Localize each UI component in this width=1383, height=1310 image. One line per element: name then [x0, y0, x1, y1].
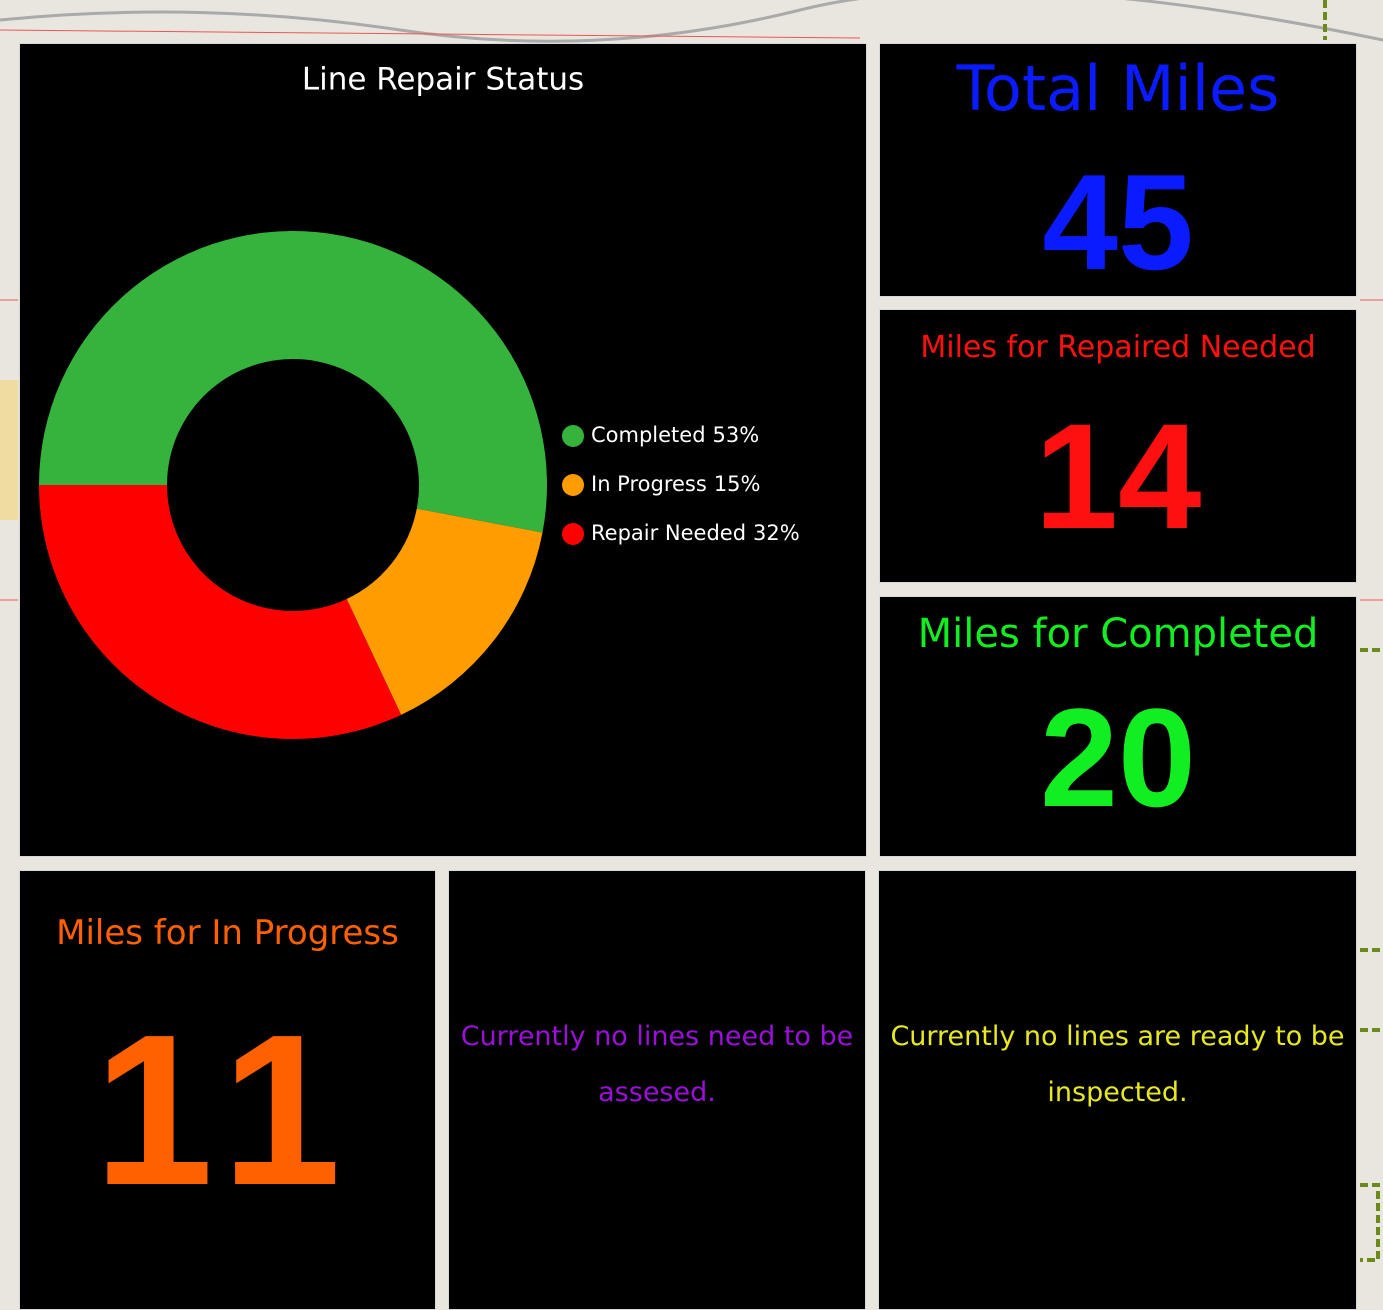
indicator-panel: Miles for In Progress 11 [19, 870, 436, 1310]
legend-swatch [562, 425, 584, 447]
indicator-value: 45 [1042, 146, 1194, 297]
legend-label: In Progress 15% [591, 472, 761, 496]
donut-segment [39, 231, 547, 533]
legend-value: 32% [753, 521, 800, 545]
legend-swatch [562, 474, 584, 496]
legend-value: 15% [714, 472, 761, 496]
legend-label: Completed 53% [591, 423, 759, 447]
legend-category: Repair Needed [591, 521, 746, 545]
legend-label: Repair Needed 32% [591, 521, 800, 545]
indicator-title: Miles for Completed [917, 611, 1319, 657]
note-panel: Currently no lines are ready to be inspe… [878, 870, 1357, 1310]
legend-category: Completed [591, 423, 706, 447]
note-text: Currently no lines need to be assesed. [460, 1021, 854, 1108]
chart-title: Line Repair Status [302, 62, 584, 98]
legend-swatch [562, 523, 584, 545]
indicator-panel: Miles for Repaired Needed 14 [879, 309, 1357, 583]
indicator-title: Total Miles [956, 52, 1280, 125]
legend-category: In Progress [591, 472, 707, 496]
legend-value: 53% [713, 423, 760, 447]
indicator-value: 20 [1040, 679, 1196, 836]
note-text: Currently no lines are ready to be inspe… [890, 1021, 1345, 1108]
indicator-panel: Miles for Completed 20 [879, 596, 1357, 857]
donut-segment [346, 508, 543, 715]
indicator-title: Miles for In Progress [56, 913, 399, 953]
indicator-panel: Total Miles 45 [879, 43, 1357, 297]
indicator-title: Miles for Repaired Needed [920, 330, 1316, 365]
chart-panel: Line Repair Status Completed 53% In Progre… [19, 43, 867, 857]
indicator-value: 14 [1034, 392, 1202, 560]
indicator-value: 11 [93, 989, 362, 1230]
donut-segment [39, 485, 402, 739]
note-panel: Currently no lines need to be assesed. [448, 870, 866, 1310]
chart: Line Repair Status Completed 53% In Progre… [39, 62, 800, 739]
